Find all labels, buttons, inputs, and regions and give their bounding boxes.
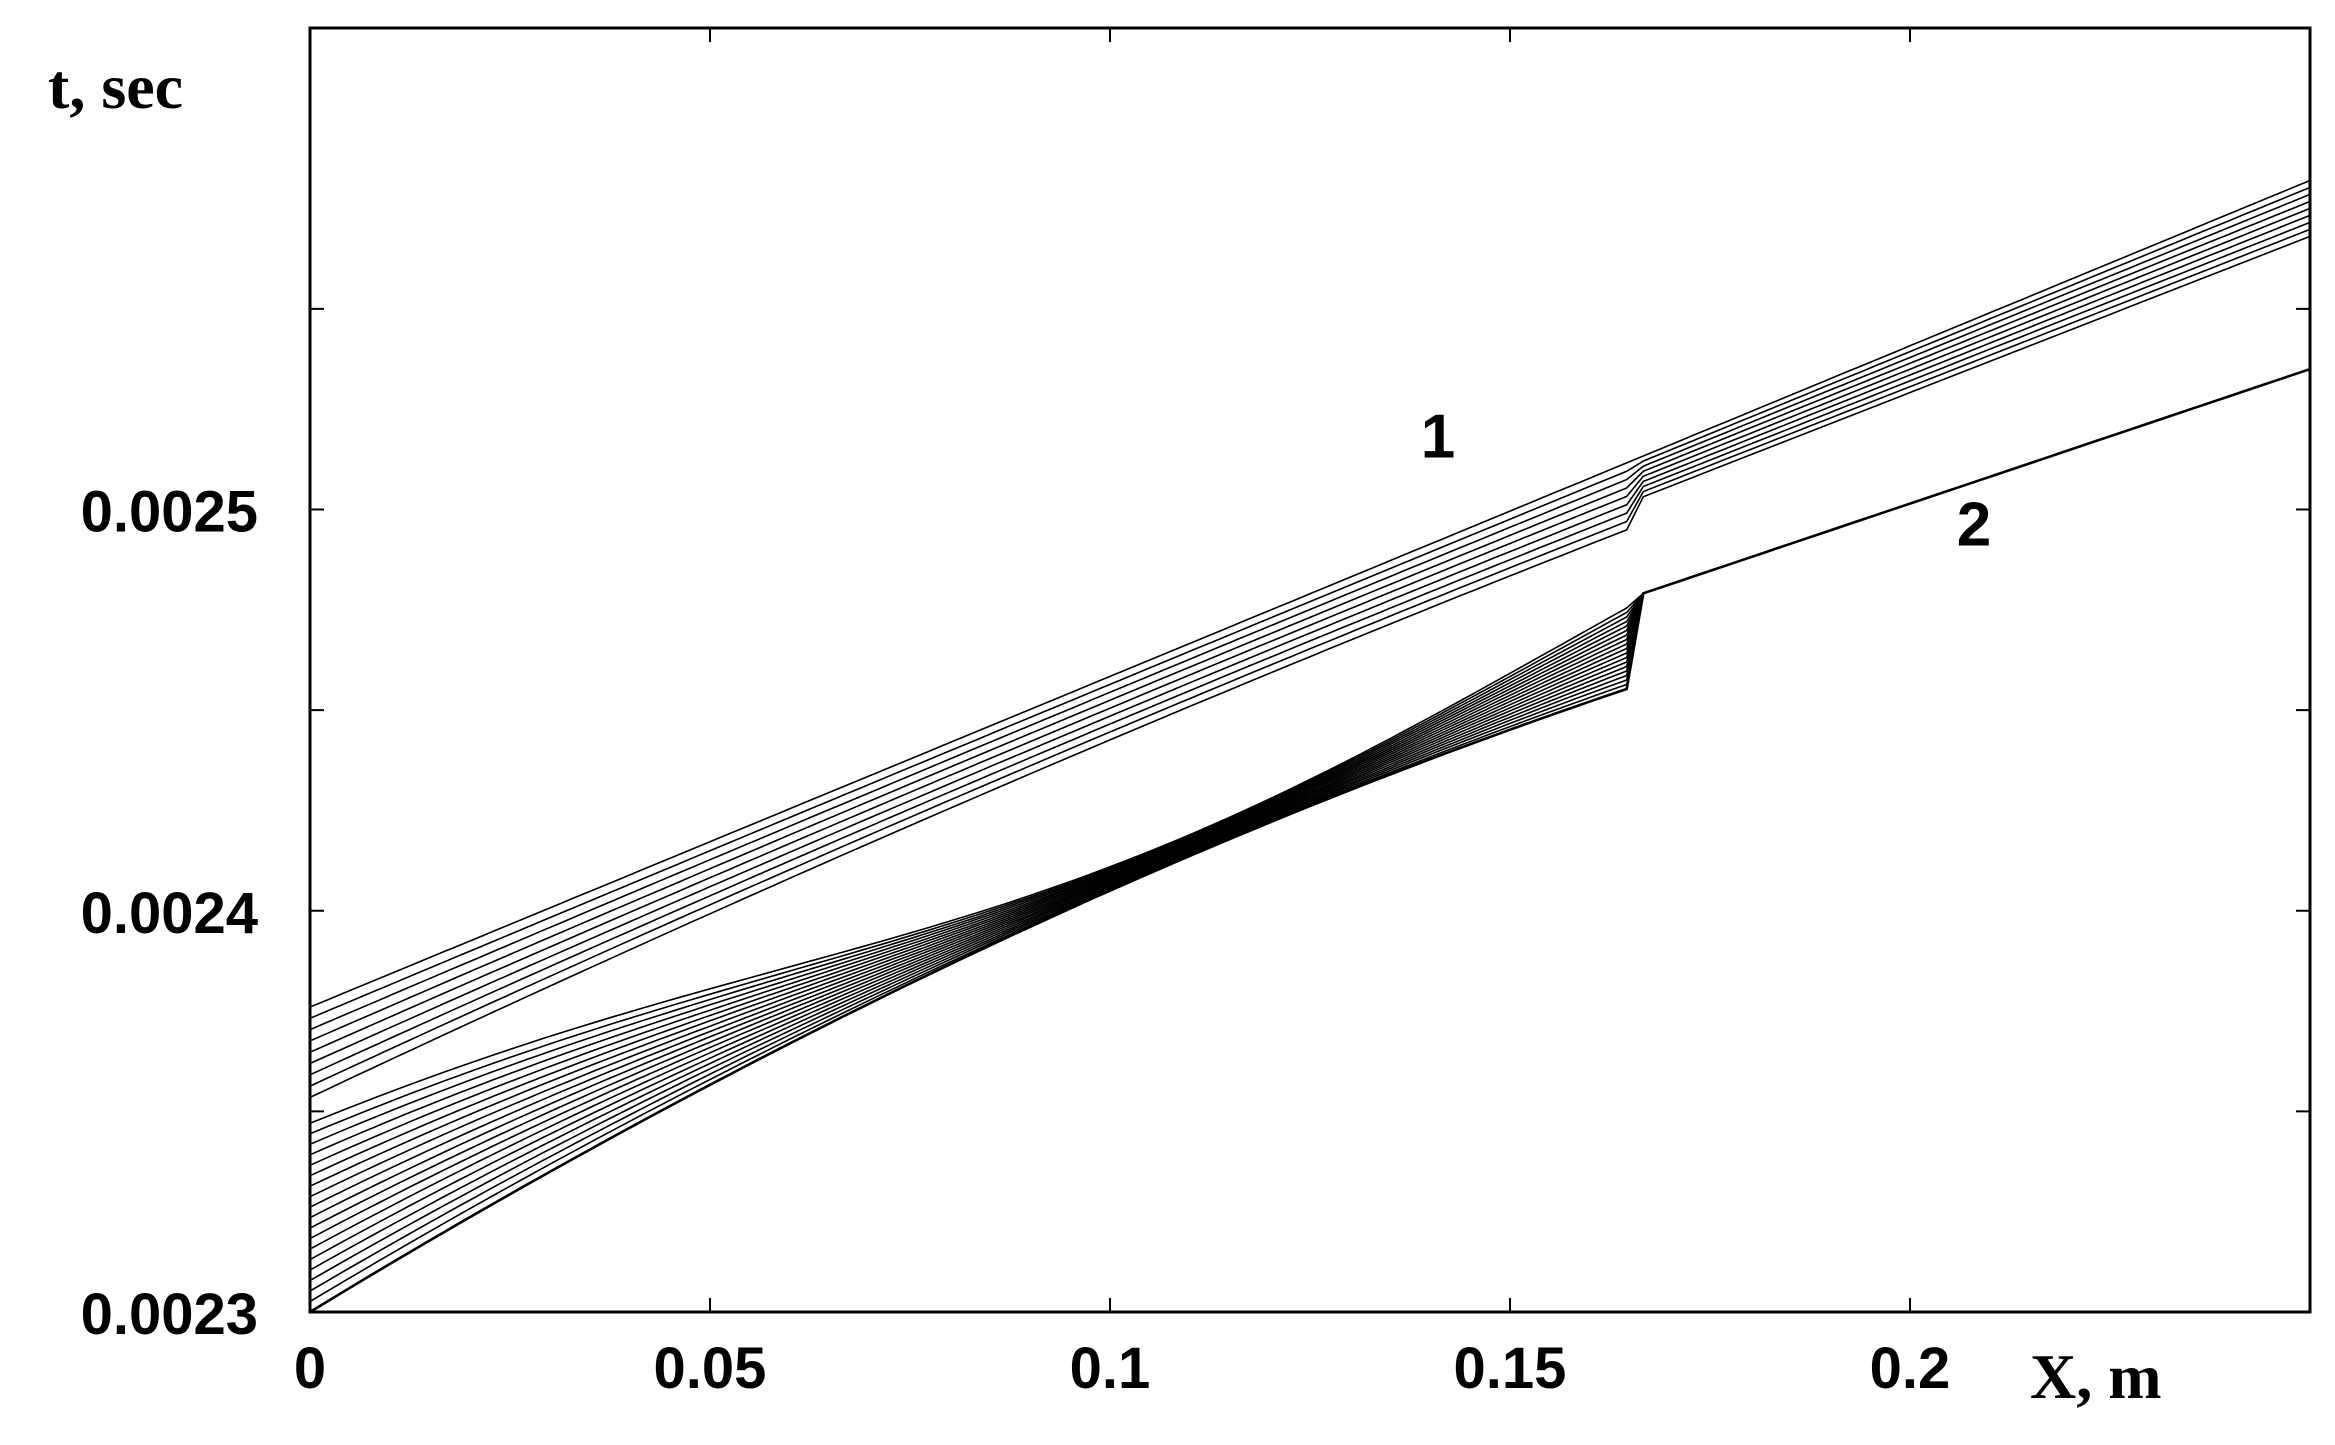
- x-tick-label: 0.2: [1870, 1336, 1951, 1401]
- axis-ticks: [309, 28, 2310, 1313]
- characteristic-line: [309, 179, 2311, 1008]
- characteristic-line: [309, 368, 2311, 1135]
- curve-label-2: 2: [1957, 491, 1991, 560]
- curve-family: [309, 179, 2311, 1314]
- characteristic-line: [309, 235, 2311, 1099]
- x-tick-label: 0.15: [1454, 1336, 1567, 1401]
- characteristic-line: [309, 200, 2311, 1042]
- characteristic-line: [309, 367, 2311, 1314]
- characteristic-line: [309, 368, 2311, 1261]
- x-tick-label: 0.1: [1070, 1336, 1151, 1401]
- characteristic-line: [309, 368, 2311, 1250]
- x-axis-title: X, m: [2030, 1341, 2162, 1412]
- characteristic-line: [309, 193, 2311, 1031]
- characteristic-line: [309, 368, 2311, 1146]
- y-axis-title: t, sec: [48, 51, 183, 122]
- y-tick-labels: 0.0023 0.0024 0.0025: [81, 480, 258, 1348]
- characteristic-line: [309, 368, 2311, 1167]
- curve-annotations: 12: [1421, 402, 1991, 559]
- characteristic-line: [309, 368, 2311, 1303]
- x-tick-label: 0.05: [654, 1336, 767, 1401]
- y-tick-label: 0.0024: [81, 881, 258, 946]
- characteristic-line: [309, 368, 2311, 1187]
- characteristic-line: [309, 368, 2311, 1125]
- x-tick-labels: 0 0.05 0.1 0.15 0.2: [294, 1336, 1950, 1401]
- characteristic-line: [309, 368, 2311, 1271]
- characteristic-line: [309, 368, 2311, 1156]
- characteristic-line: [309, 186, 2311, 1020]
- characteristic-line: [309, 368, 2311, 1219]
- characteristic-line: [309, 368, 2311, 1177]
- characteristic-line: [309, 368, 2311, 1292]
- characteristic-line: [309, 221, 2311, 1076]
- characteristic-line: [309, 214, 2311, 1065]
- plot-frame: [308, 26, 2312, 1314]
- y-tick-label: 0.0023: [81, 1282, 258, 1347]
- y-tick-label: 0.0025: [81, 480, 258, 545]
- x-tick-label: 0: [294, 1336, 326, 1401]
- characteristic-line: [309, 228, 2311, 1087]
- characteristic-line: [309, 368, 2311, 1282]
- characteristic-line: [309, 207, 2311, 1053]
- curve-label-1: 1: [1421, 402, 1455, 471]
